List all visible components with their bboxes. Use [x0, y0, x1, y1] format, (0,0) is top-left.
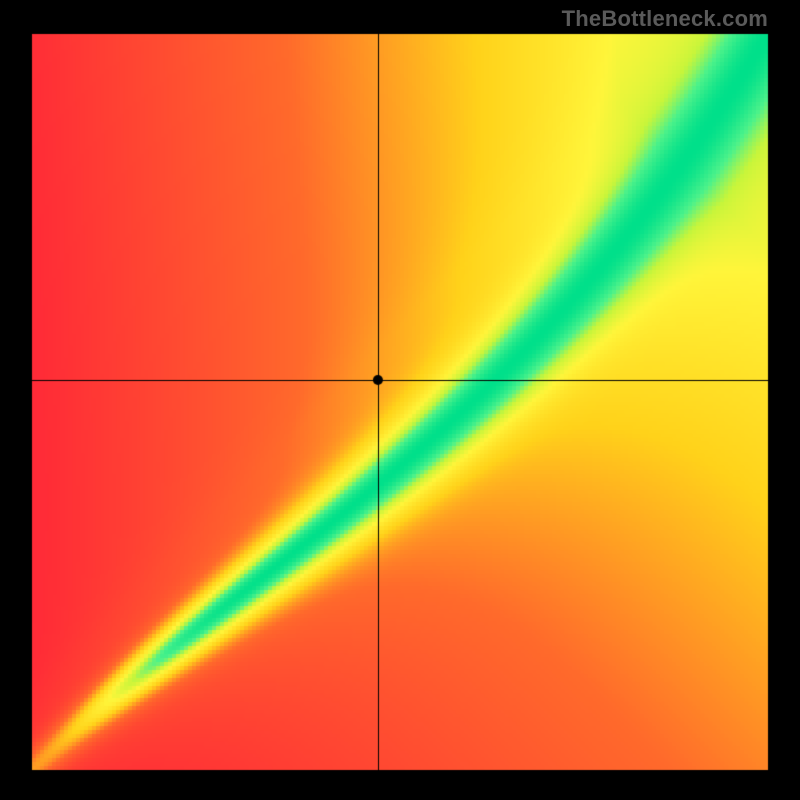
- watermark-text: TheBottleneck.com: [562, 6, 768, 32]
- chart-container: TheBottleneck.com: [0, 0, 800, 800]
- heatmap-canvas: [0, 0, 800, 800]
